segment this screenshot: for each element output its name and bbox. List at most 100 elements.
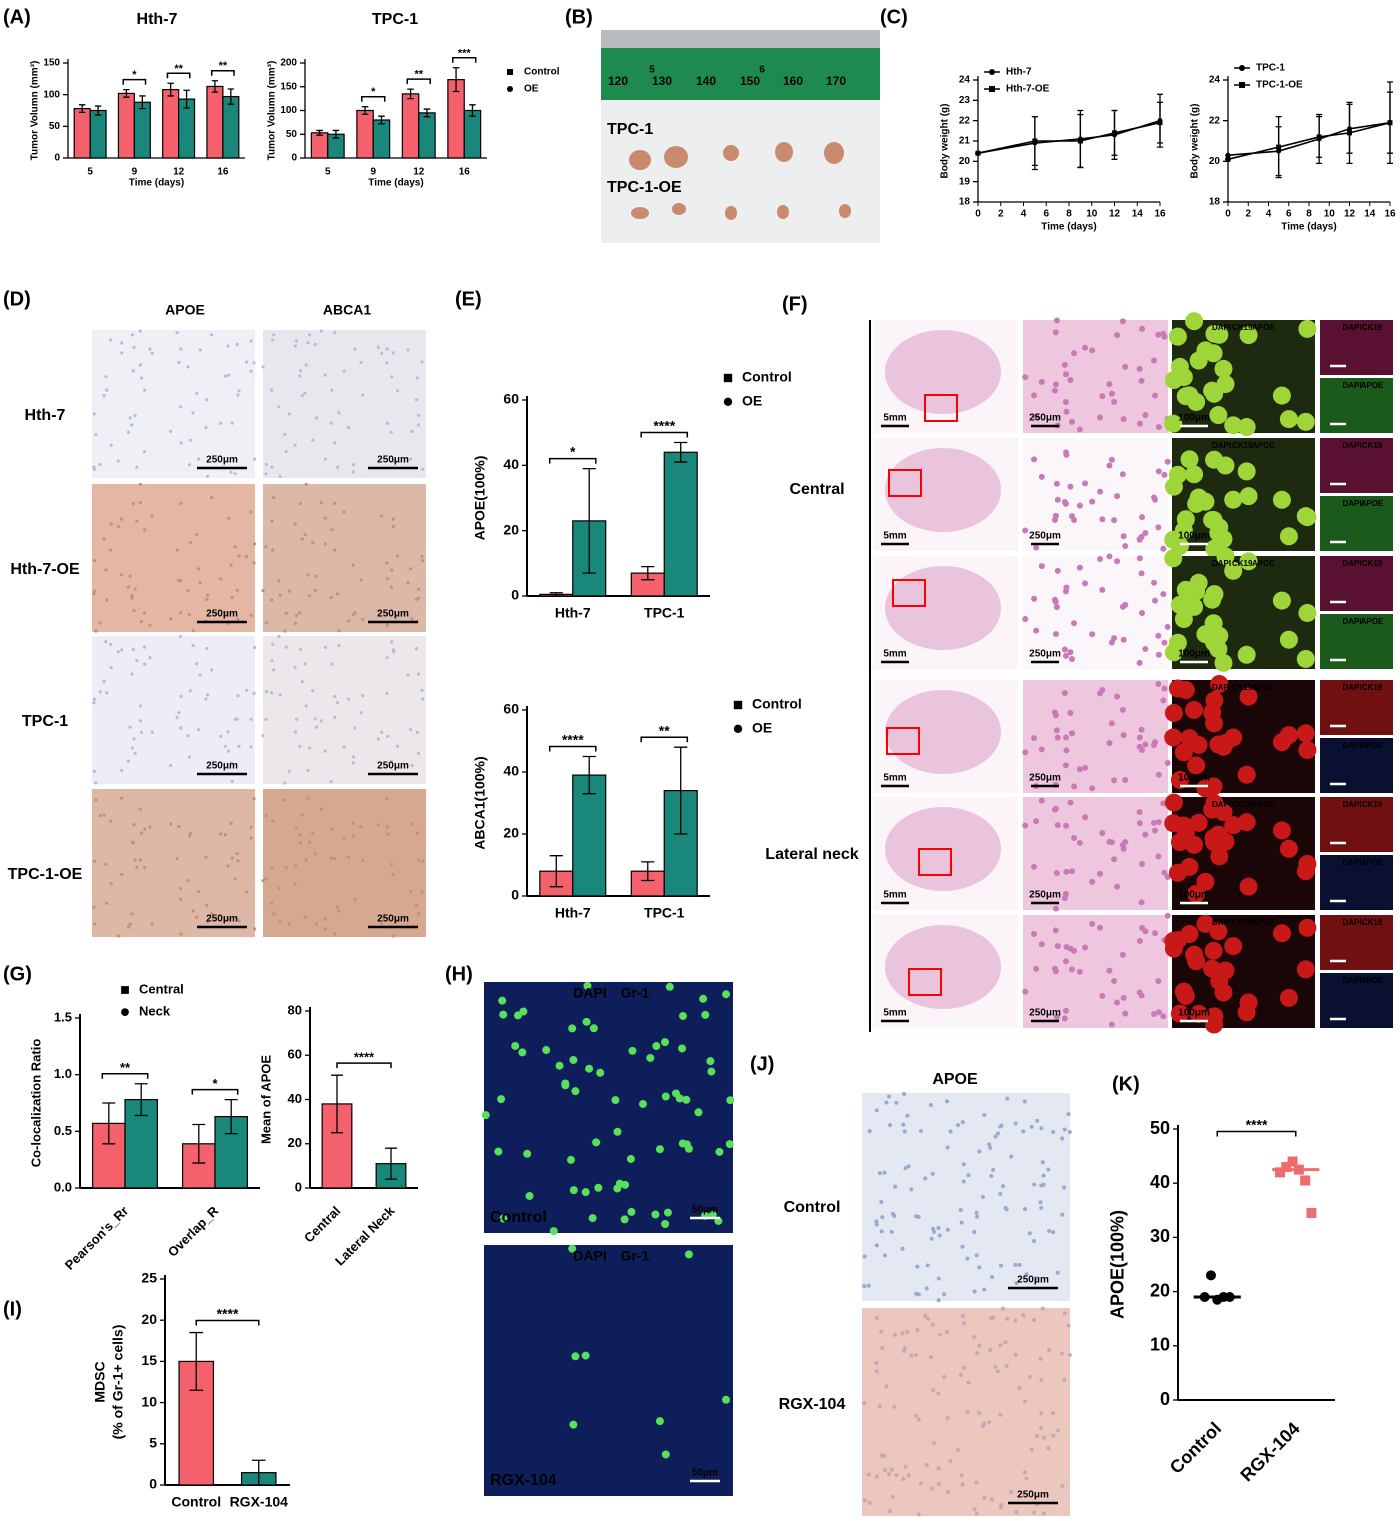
image: [1023, 915, 1168, 1028]
texture: [179, 611, 183, 615]
y-axis-label: MDSC: [91, 1361, 107, 1402]
texture: [1151, 579, 1158, 586]
texture: [391, 351, 395, 355]
tumor: [672, 203, 686, 215]
texture: [1023, 1207, 1028, 1212]
texture: [342, 510, 346, 514]
texture: [955, 1447, 960, 1452]
texture: [323, 516, 327, 520]
texture: [874, 1369, 879, 1374]
texture: [1063, 944, 1070, 951]
texture: [914, 1413, 919, 1418]
texture: [385, 734, 390, 738]
texture: [120, 768, 124, 773]
x-tick-label: Hth-7: [555, 605, 591, 621]
texture: [1139, 924, 1146, 931]
texture: [722, 990, 731, 999]
texture: [294, 717, 299, 721]
texture: [882, 1468, 887, 1473]
roi-box: [886, 727, 920, 755]
texture: [1041, 1173, 1046, 1178]
texture: [416, 423, 421, 427]
texture: [862, 1284, 867, 1289]
texture: [1161, 869, 1168, 876]
scale-label: 250μm: [206, 455, 238, 466]
y-tick-label: 60: [288, 1047, 302, 1062]
texture: [877, 1404, 882, 1409]
texture: [1114, 493, 1121, 500]
texture: [1009, 1490, 1014, 1495]
texture: [237, 744, 241, 748]
texture: [205, 693, 210, 697]
y-tick-label: 20: [1150, 1280, 1170, 1300]
row-label: TPC-1: [607, 121, 653, 138]
texture: [191, 411, 195, 415]
texture: [1000, 1306, 1005, 1311]
texture: [1013, 1262, 1018, 1267]
stain-label: CK19: [1362, 441, 1383, 450]
texture: [930, 1171, 935, 1176]
texture: [1003, 1205, 1008, 1210]
scale-label: 5mm: [883, 649, 906, 660]
texture: [1089, 785, 1096, 792]
group-label: Central: [789, 481, 844, 498]
texture: [1155, 331, 1162, 338]
texture: [138, 501, 142, 505]
texture: [249, 745, 253, 749]
texture: [1161, 333, 1168, 340]
texture: [187, 755, 192, 759]
texture: [1170, 770, 1189, 789]
texture: [1237, 765, 1256, 784]
texture: [237, 919, 241, 923]
texture: [253, 457, 257, 461]
texture: [1155, 424, 1162, 431]
texture: [893, 1332, 898, 1337]
texture: [1160, 591, 1167, 598]
texture: [902, 1346, 907, 1351]
texture: [960, 1120, 965, 1125]
texture: [271, 819, 275, 823]
texture: [991, 1167, 996, 1172]
texture: [959, 1220, 964, 1225]
legend-marker: [1239, 65, 1245, 71]
point: [1032, 138, 1038, 144]
texture: [410, 429, 414, 433]
texture: [270, 465, 274, 469]
texture: [187, 834, 192, 838]
significance-bracket: [406, 78, 431, 85]
texture: [284, 865, 288, 870]
significance-bracket: [195, 1319, 260, 1326]
texture: [1013, 1352, 1018, 1357]
texture: [132, 737, 136, 741]
texture: [105, 388, 109, 392]
panel-label: (D): [3, 288, 31, 310]
texture: [974, 1511, 979, 1516]
image: [1023, 680, 1168, 793]
texture: [143, 827, 147, 831]
texture: [1138, 570, 1145, 577]
significance-bracket: [548, 457, 597, 464]
texture: [104, 640, 108, 644]
stain-label: DAPI: [1342, 918, 1361, 927]
texture: [409, 457, 413, 461]
texture: [1063, 1007, 1070, 1014]
texture: [205, 593, 210, 597]
texture: [1061, 1015, 1068, 1022]
texture: [244, 360, 249, 364]
texture: [571, 1352, 580, 1361]
texture: [1082, 480, 1089, 487]
ruler: [601, 48, 880, 100]
texture: [306, 341, 310, 345]
texture: [1272, 386, 1291, 405]
y-tick-label: 60: [503, 391, 519, 407]
texture: [1151, 741, 1158, 748]
texture: [1155, 524, 1162, 531]
texture: [264, 545, 268, 549]
texture: [414, 398, 419, 402]
texture: [1296, 649, 1315, 668]
texture: [195, 662, 199, 666]
texture: [385, 797, 389, 801]
texture: [1151, 357, 1158, 364]
texture: [1272, 821, 1291, 840]
texture: [596, 1068, 605, 1077]
